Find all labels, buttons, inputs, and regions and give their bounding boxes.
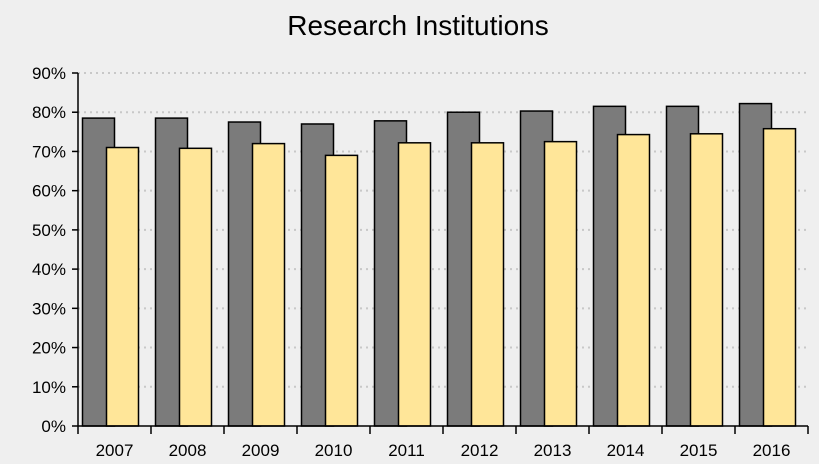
bar-series-2 — [543, 140, 578, 427]
bars — [81, 102, 797, 427]
y-tick-label: 60% — [32, 182, 66, 201]
y-tick-labels: 0% 10% 20% 30% 40% 50% 60% 70% 80% 90% — [32, 64, 66, 436]
y-tick-label: 20% — [32, 339, 66, 358]
y-tick-label: 10% — [32, 378, 66, 397]
bar-series-2 — [251, 142, 286, 427]
chart-title: Research Institutions — [287, 10, 548, 41]
bar-series-2 — [105, 146, 140, 427]
y-tick-label: 70% — [32, 142, 66, 161]
x-tick-label: 2011 — [388, 441, 425, 460]
y-tick-label: 50% — [32, 221, 66, 240]
axes — [72, 72, 809, 434]
x-tick-label: 2015 — [680, 441, 718, 460]
x-tick-label: 2012 — [461, 441, 499, 460]
bar-series-2 — [616, 133, 651, 427]
bar-series-2 — [689, 133, 724, 427]
bar-series-2 — [762, 127, 797, 427]
x-tick-label: 2013 — [534, 441, 572, 460]
y-tick-label: 90% — [32, 64, 66, 83]
y-tick-label: 30% — [32, 299, 66, 318]
x-tick-label: 2007 — [96, 441, 134, 460]
bar-series-2 — [470, 142, 505, 427]
x-tick-label: 2010 — [315, 441, 353, 460]
x-tick-label: 2016 — [753, 441, 791, 460]
x-tick-labels: 2007 2008 2009 2010 2011 2012 2013 2014 2015 2016 — [96, 441, 791, 460]
bar-series-2 — [178, 147, 213, 427]
x-tick-label: 2014 — [607, 441, 645, 460]
x-tick-label: 2009 — [242, 441, 280, 460]
y-tick-label: 0% — [41, 417, 66, 436]
y-tick-label: 80% — [32, 103, 66, 122]
bar-series-2 — [324, 154, 359, 427]
y-tick-label: 40% — [32, 260, 66, 279]
x-tick-label: 2008 — [169, 441, 207, 460]
bar-series-2 — [397, 142, 432, 427]
